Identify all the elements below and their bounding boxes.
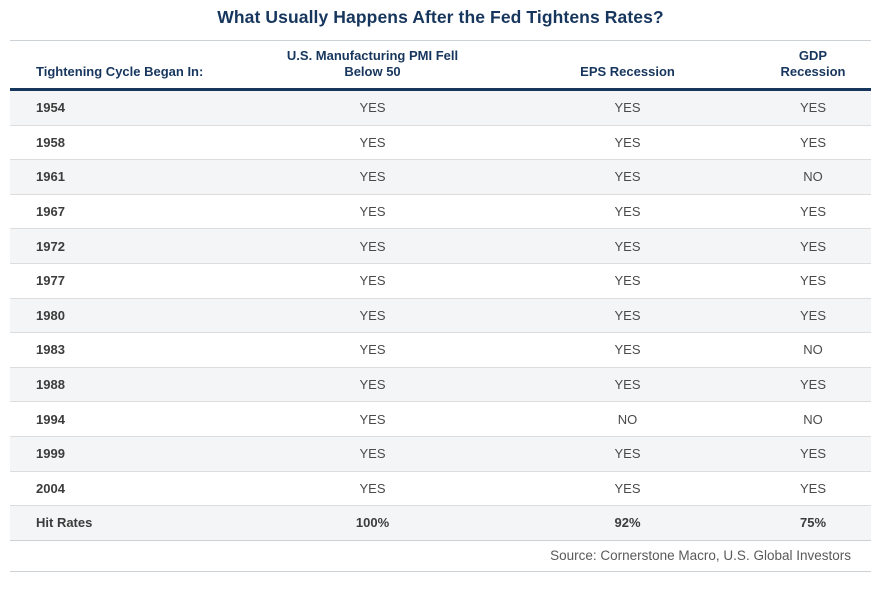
gdp-cell: NO bbox=[803, 169, 823, 185]
table-row: 2004 YES YES YES bbox=[10, 472, 871, 507]
table-row: 1967 YES YES YES bbox=[10, 195, 871, 230]
year-cell: 1958 bbox=[36, 134, 65, 150]
column-header-tightening-cycle: Tightening Cycle Began In: bbox=[36, 63, 204, 79]
eps-cell: YES bbox=[614, 342, 641, 358]
table-row: 1958 YES YES YES bbox=[10, 126, 871, 161]
gdp-cell: YES bbox=[799, 446, 826, 462]
year-cell: Hit Rates bbox=[36, 515, 93, 531]
table-row: 1983 YES YES NO bbox=[10, 333, 871, 368]
gdp-cell: YES bbox=[799, 134, 826, 150]
eps-cell: YES bbox=[614, 100, 641, 116]
eps-cell: YES bbox=[614, 446, 641, 462]
table-row: 1999 YES YES YES bbox=[10, 436, 871, 472]
column-header-eps-recession: EPS Recession bbox=[580, 63, 675, 79]
year-cell: 1961 bbox=[36, 169, 65, 185]
gdp-cell: NO bbox=[803, 342, 823, 358]
pmi-cell: YES bbox=[359, 204, 386, 220]
eps-cell: YES bbox=[614, 169, 641, 185]
table-row: 1977 YES YES YES bbox=[10, 264, 871, 299]
fed-tightening-table: Tightening Cycle Began In: U.S. Manufact… bbox=[10, 40, 871, 572]
gdp-cell: YES bbox=[799, 307, 826, 323]
year-cell: 1980 bbox=[36, 307, 65, 323]
year-cell: 1999 bbox=[36, 446, 65, 462]
pmi-cell: YES bbox=[359, 480, 386, 496]
gdp-cell: YES bbox=[799, 100, 826, 116]
table-row: 1988 YES YES YES bbox=[10, 367, 871, 403]
gdp-cell: YES bbox=[799, 204, 826, 220]
gdp-cell: NO bbox=[803, 411, 823, 427]
table-row: 1980 YES YES YES bbox=[10, 298, 871, 334]
pmi-cell: YES bbox=[359, 273, 386, 289]
eps-cell: YES bbox=[614, 273, 641, 289]
pmi-cell: YES bbox=[359, 238, 386, 254]
year-cell: 1988 bbox=[36, 377, 65, 393]
table-body: 1954 YES YES YES 1958 YES YES YES 1961 YES YES NO 19… bbox=[10, 91, 871, 541]
page-title: What Usually Happens After the Fed Tight… bbox=[217, 7, 664, 27]
eps-cell: YES bbox=[614, 204, 641, 220]
table-row: 1994 YES NO NO bbox=[10, 402, 871, 437]
eps-cell: YES bbox=[614, 480, 641, 496]
pmi-cell: YES bbox=[359, 100, 386, 116]
pmi-cell: YES bbox=[359, 307, 386, 323]
column-header-pmi: U.S. Manufacturing PMI Fell Below 50 bbox=[286, 47, 459, 79]
summary-row: Hit Rates 100% 92% 75% bbox=[10, 506, 871, 541]
year-cell: 1972 bbox=[36, 238, 65, 254]
table-row: 1961 YES YES NO bbox=[10, 160, 871, 195]
eps-cell: YES bbox=[614, 238, 641, 254]
eps-cell: YES bbox=[614, 377, 641, 393]
pmi-cell: YES bbox=[359, 342, 386, 358]
column-header-gdp-recession: GDP Recession bbox=[780, 47, 846, 79]
gdp-cell: YES bbox=[799, 377, 826, 393]
eps-cell: NO bbox=[617, 411, 638, 427]
pmi-cell: YES bbox=[359, 169, 386, 185]
gdp-cell: 75% bbox=[799, 515, 827, 531]
gdp-cell: YES bbox=[799, 273, 826, 289]
source-note: Source: Cornerstone Macro, U.S. Global I… bbox=[550, 548, 851, 564]
table-row: 1972 YES YES YES bbox=[10, 229, 871, 264]
pmi-cell: YES bbox=[359, 134, 386, 150]
table-row: 1954 YES YES YES bbox=[10, 91, 871, 126]
gdp-cell: YES bbox=[799, 480, 826, 496]
year-cell: 1967 bbox=[36, 204, 65, 220]
pmi-cell: YES bbox=[359, 446, 386, 462]
eps-cell: YES bbox=[614, 307, 641, 323]
year-cell: 1994 bbox=[36, 411, 65, 427]
pmi-cell: 100% bbox=[355, 515, 390, 531]
gdp-cell: YES bbox=[799, 238, 826, 254]
eps-cell: YES bbox=[614, 134, 641, 150]
year-cell: 2004 bbox=[36, 480, 65, 496]
pmi-cell: YES bbox=[359, 411, 386, 427]
year-cell: 1954 bbox=[36, 100, 65, 116]
table-header-row: Tightening Cycle Began In: U.S. Manufact… bbox=[10, 40, 871, 91]
pmi-cell: YES bbox=[359, 377, 386, 393]
year-cell: 1977 bbox=[36, 273, 65, 289]
source-row: Source: Cornerstone Macro, U.S. Global I… bbox=[10, 541, 871, 572]
eps-cell: 92% bbox=[614, 515, 641, 531]
year-cell: 1983 bbox=[36, 342, 65, 358]
